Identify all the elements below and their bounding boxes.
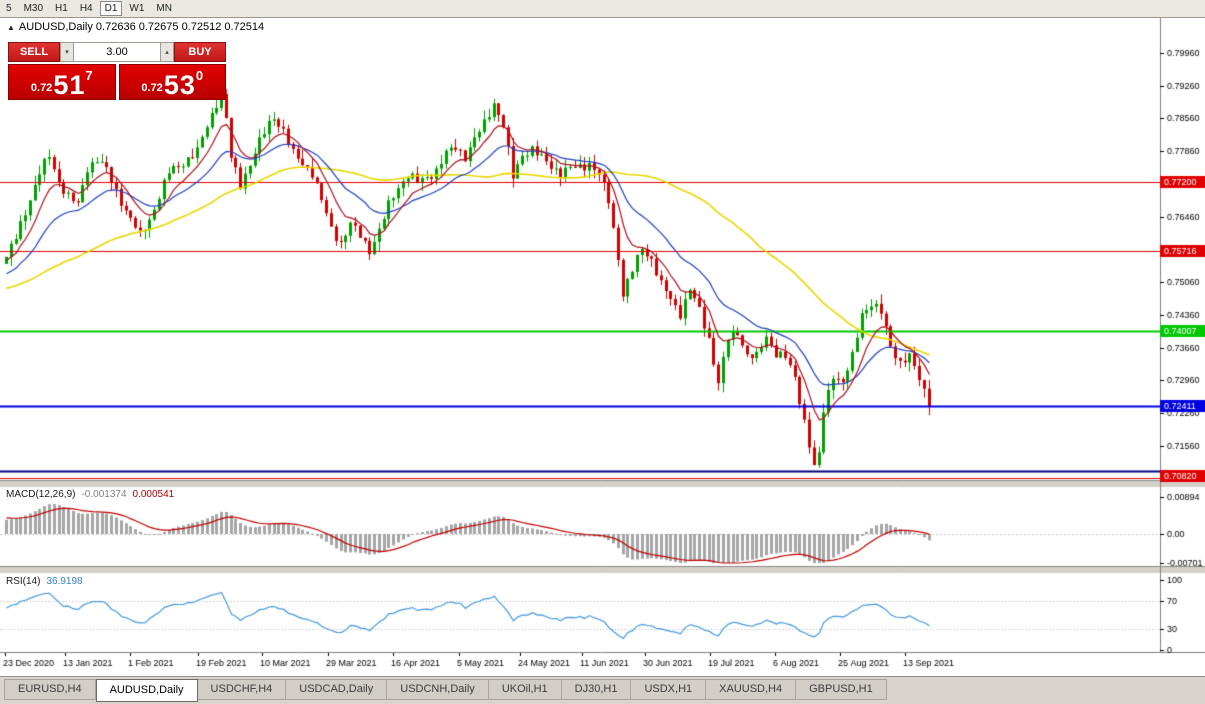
macd-indicator-label: MACD(12,26,9) -0.001374 0.000541	[6, 489, 174, 500]
buy-price-main: 53	[163, 70, 196, 100]
timeframe-h4[interactable]: H4	[75, 1, 98, 16]
sell-price-display[interactable]: 0.72 51 7	[8, 64, 116, 100]
rsi-value: 36.9198	[46, 576, 83, 587]
one-click-trading-panel: SELL ▾ ▴ BUY 0.72 51 7 0.72 53 0	[8, 42, 226, 100]
chart-tab-bar: EURUSD,H4 AUDUSD,Daily USDCHF,H4 USDCAD,…	[0, 676, 1205, 704]
buy-price-display[interactable]: 0.72 53 0	[118, 64, 226, 100]
timeframe-h1[interactable]: H1	[50, 1, 73, 16]
buy-button[interactable]: BUY	[174, 42, 226, 62]
tab-usdchf-h4[interactable]: USDCHF,H4	[197, 679, 287, 700]
sell-price-prefix: 0.72	[30, 82, 53, 94]
sell-price-pipette: 7	[85, 68, 93, 83]
chevron-up-icon: ▴	[165, 49, 169, 56]
volume-decrease-button[interactable]: ▾	[60, 42, 74, 62]
tab-usdcnh-daily[interactable]: USDCNH,Daily	[387, 679, 489, 700]
tab-gbpusd-h1[interactable]: GBPUSD,H1	[796, 679, 887, 700]
sell-price-main: 51	[53, 70, 86, 100]
macd-signal-value: 0.000541	[132, 489, 175, 500]
timeframe-m5[interactable]: 5	[1, 1, 17, 16]
timeframe-w1[interactable]: W1	[124, 1, 149, 16]
sell-button[interactable]: SELL	[8, 42, 60, 62]
timeframe-mn[interactable]: MN	[151, 1, 177, 16]
tab-xauusd-h4[interactable]: XAUUSD,H4	[706, 679, 797, 700]
buy-price-pipette: 0	[195, 68, 204, 83]
buy-price-prefix: 0.72	[141, 82, 163, 94]
tab-usdx-h1[interactable]: USDX,H1	[631, 679, 707, 700]
macd-name: MACD(12,26,9)	[6, 489, 76, 500]
timeframe-toolbar: 5 M30 H1 H4 D1 W1 MN	[0, 0, 1205, 18]
chevron-down-icon: ▾	[65, 49, 69, 56]
symbol-ohlc-text: AUDUSD,Daily 0.72636 0.72675 0.72512 0.7…	[18, 21, 265, 33]
volume-increase-button[interactable]: ▴	[160, 42, 174, 62]
timeframe-m30[interactable]: M30	[19, 1, 48, 16]
timeframe-d1[interactable]: D1	[99, 1, 123, 16]
chart-symbol-header: ▲ AUDUSD,Daily 0.72636 0.72675 0.72512 0…	[7, 21, 264, 33]
chart-arrow-icon: ▲	[7, 22, 15, 32]
macd-histogram-value: -0.001374	[81, 489, 127, 500]
rsi-indicator-label: RSI(14) 36.9198	[6, 576, 83, 587]
rsi-name: RSI(14)	[6, 576, 41, 587]
tab-ukoil-h1[interactable]: UKOil,H1	[488, 679, 562, 700]
volume-stepper: ▾ ▴	[60, 42, 174, 62]
tab-eurusd-h4[interactable]: EURUSD,H4	[4, 679, 96, 700]
tab-dj30-h1[interactable]: DJ30,H1	[561, 679, 632, 700]
price-chart-canvas[interactable]	[0, 18, 1205, 676]
tab-audusd-daily[interactable]: AUDUSD,Daily	[95, 679, 198, 702]
volume-input[interactable]	[74, 42, 160, 62]
tab-usdcad-daily[interactable]: USDCAD,Daily	[286, 679, 388, 700]
